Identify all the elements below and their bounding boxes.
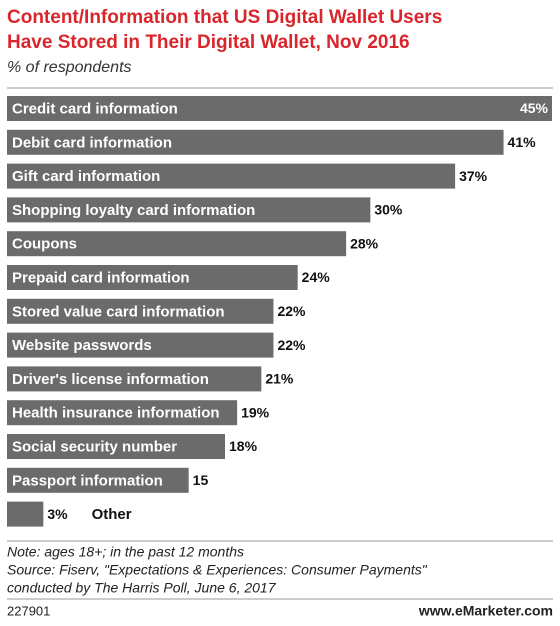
bar bbox=[7, 434, 225, 459]
bar bbox=[7, 163, 456, 189]
value-label: 22% bbox=[277, 337, 306, 353]
value-label: 28% bbox=[350, 235, 379, 251]
category-label: Credit card information bbox=[12, 100, 178, 117]
category-label: Social security number bbox=[12, 438, 177, 455]
bar bbox=[7, 265, 298, 290]
category-label: Prepaid card information bbox=[12, 269, 190, 286]
brand: www.eMarketer.com bbox=[418, 603, 553, 619]
chart-subtitle: % of respondents bbox=[7, 59, 132, 76]
value-label: 19% bbox=[241, 404, 270, 420]
bar bbox=[7, 400, 238, 426]
category-label: Driver's license information bbox=[12, 371, 209, 388]
category-label: Shopping loyalty card information bbox=[12, 202, 255, 219]
category-label: Health insurance information bbox=[12, 405, 220, 422]
value-label: 18% bbox=[229, 438, 258, 454]
value-label: 45% bbox=[520, 100, 549, 116]
bar bbox=[7, 129, 504, 155]
category-label: Passport information bbox=[12, 472, 163, 489]
note: Source: Fiserv, "Expectations & Experien… bbox=[7, 562, 428, 578]
bar bbox=[7, 501, 44, 527]
bar bbox=[7, 96, 552, 121]
category-label: Website passwords bbox=[12, 337, 152, 354]
value-label: 22% bbox=[277, 303, 306, 319]
category-label: Other bbox=[92, 506, 132, 523]
value-label: 21% bbox=[265, 371, 294, 387]
chart-title: Content/Information that US Digital Wall… bbox=[7, 7, 442, 28]
value-label: 41% bbox=[508, 134, 537, 150]
value-label: 15 bbox=[193, 472, 209, 488]
value-label: 30% bbox=[374, 202, 403, 218]
chart-id: 227901 bbox=[7, 603, 50, 618]
value-label: 37% bbox=[459, 168, 488, 184]
bar bbox=[7, 197, 371, 223]
category-label: Stored value card information bbox=[12, 303, 225, 320]
category-label: Debit card information bbox=[12, 134, 172, 151]
chart-title: Have Stored in Their Digital Wallet, Nov… bbox=[7, 32, 410, 53]
bar bbox=[7, 467, 189, 493]
bar bbox=[7, 231, 347, 257]
note: Note: ages 18+; in the past 12 months bbox=[7, 544, 244, 560]
bar bbox=[7, 332, 274, 358]
bar bbox=[7, 366, 262, 392]
category-label: Gift card information bbox=[12, 168, 160, 185]
value-label: 24% bbox=[302, 269, 331, 285]
value-label: 3% bbox=[47, 506, 68, 522]
category-label: Coupons bbox=[12, 236, 77, 253]
note: conducted by The Harris Poll, June 6, 20… bbox=[7, 580, 277, 596]
bar bbox=[7, 298, 274, 324]
